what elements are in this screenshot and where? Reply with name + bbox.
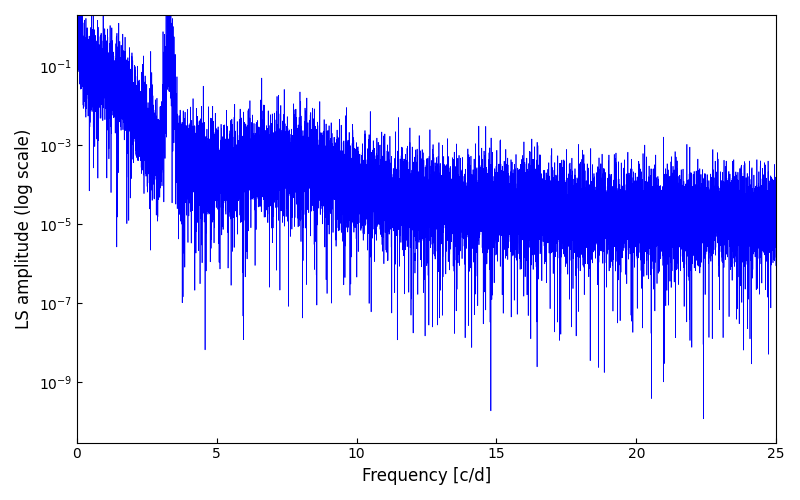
X-axis label: Frequency [c/d]: Frequency [c/d] [362,467,491,485]
Y-axis label: LS amplitude (log scale): LS amplitude (log scale) [15,128,33,329]
